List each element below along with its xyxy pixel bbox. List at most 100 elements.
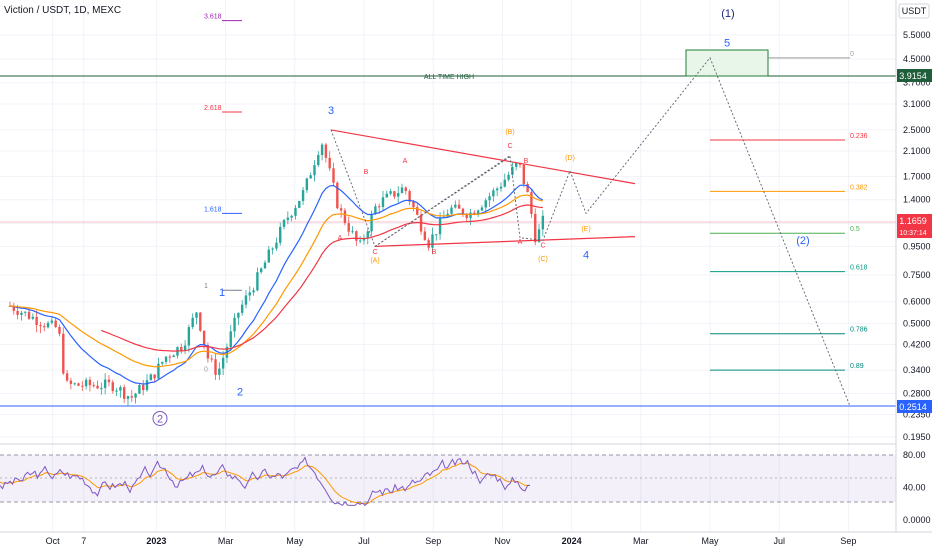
candle [328, 151, 331, 172]
candle [233, 313, 236, 338]
ath-price-tag: 3.9154 [897, 69, 932, 82]
time-tick: Jul [773, 536, 785, 546]
candle [46, 320, 50, 329]
currency-label: USDT [902, 6, 927, 16]
candle [256, 267, 259, 292]
candle [435, 234, 438, 241]
countdown: 10:37:14 [899, 230, 926, 237]
candle [263, 260, 267, 269]
wave-label: 1 [219, 287, 225, 299]
candle [317, 151, 320, 168]
price-tick: 0.9500 [903, 241, 931, 251]
fib-label: 1 [204, 283, 208, 290]
price-tick: 4.5000 [903, 54, 931, 64]
wave-label: 5 [724, 37, 730, 49]
candle [88, 376, 92, 392]
chart-title: Viction / USDT, 1D, MEXC [4, 5, 121, 16]
target-box [685, 49, 850, 77]
candle [183, 340, 187, 354]
candle [282, 218, 286, 230]
wave-label: B [364, 169, 369, 176]
candle [172, 354, 175, 358]
wave-label: 2 [237, 387, 243, 399]
candle [393, 190, 396, 200]
candle [142, 379, 145, 396]
rsi-band [0, 455, 896, 502]
candle [69, 377, 73, 390]
fib-label: 0.382 [850, 184, 868, 191]
candle [244, 289, 248, 309]
candle [309, 172, 312, 179]
candle [541, 210, 545, 237]
time-tick: Sep [425, 536, 441, 546]
rsi-axis: 80.00 40.00 0.0000 [903, 450, 931, 525]
candle [347, 216, 350, 237]
candle [438, 212, 442, 240]
wave-label: B [524, 158, 529, 165]
candle [77, 382, 80, 387]
time-tick: Mar [633, 536, 649, 546]
candle [210, 354, 213, 363]
candle [305, 177, 309, 194]
candle [275, 237, 278, 251]
candle [298, 200, 301, 209]
candle [168, 354, 172, 363]
candle [65, 369, 69, 383]
candle [138, 383, 141, 394]
candle [111, 379, 114, 394]
candle [240, 300, 244, 316]
candle [514, 162, 518, 171]
candle [461, 207, 465, 218]
candle [267, 245, 271, 263]
candle [96, 380, 99, 390]
ath-price: 3.9154 [899, 71, 927, 81]
price-tick: 1.4000 [903, 195, 931, 205]
time-axis[interactable]: Oct 7 2023 Mar May Jul Sep Nov 2024 Mar May Jul Sep [46, 536, 857, 546]
fib-label: 0.89 [850, 363, 864, 370]
rsi-line [0, 456, 531, 507]
candle [92, 382, 95, 388]
candle [195, 312, 198, 325]
candle [385, 190, 388, 198]
time-tick: Nov [494, 536, 511, 546]
wave-label: (A) [370, 258, 379, 265]
candle [12, 302, 16, 315]
candle [495, 186, 499, 197]
candle [248, 286, 251, 301]
candle [130, 390, 133, 402]
candle [279, 222, 282, 246]
wave-label: C [507, 143, 512, 150]
price-tick: 3.7000 [903, 78, 931, 88]
candle [39, 321, 42, 334]
candle [408, 189, 411, 206]
candle [454, 200, 457, 209]
candle [43, 323, 46, 332]
candle [122, 384, 126, 404]
chart-grid [0, 0, 896, 532]
candle [457, 199, 461, 209]
candle [252, 287, 255, 296]
candle [469, 208, 472, 226]
wave-labels: (1) 5 3 1 2 2 4 (2) (A) (B) (C) (D) (E) A B C A B C A B C [152, 8, 810, 426]
candle [149, 373, 153, 381]
candle [54, 318, 57, 329]
price-tick: 5.5000 [903, 30, 931, 40]
candle [81, 380, 84, 391]
candle [100, 382, 103, 395]
candle [412, 200, 415, 212]
time-tick: May [701, 536, 719, 546]
rsi-tick: 80.00 [903, 450, 926, 460]
support-price-tag: 0.2514 [897, 400, 932, 413]
price-tick: 0.6000 [903, 297, 931, 307]
price-tick: 0.3400 [903, 365, 931, 375]
fib-levels: 3.618 2.618 1.618 1 0 0 0.236 0.382 0.5 0.618 0.78… [204, 14, 868, 374]
candle [301, 186, 305, 206]
candle [476, 209, 480, 218]
rsi-tick: 0.0000 [903, 515, 931, 525]
fib-label: 0.5 [850, 226, 860, 233]
candle [161, 361, 164, 366]
wave-projection [330, 56, 851, 407]
wave-label: (D) [565, 155, 575, 162]
wave-label: (C) [538, 256, 548, 263]
